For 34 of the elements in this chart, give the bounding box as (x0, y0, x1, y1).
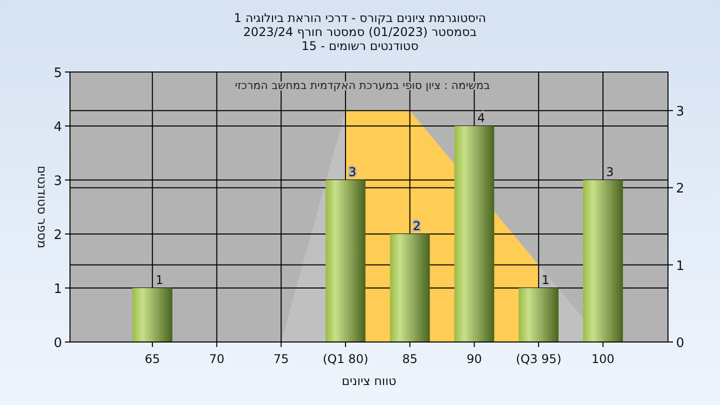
bar (518, 288, 559, 342)
data-label: 2 (413, 219, 421, 233)
y-tick-label: 0 (54, 336, 62, 351)
bar (583, 180, 623, 342)
data-label: 1 (542, 273, 550, 287)
x-tick-label: (Q1 80) (322, 352, 368, 366)
x-tick-label: 85 (402, 352, 418, 366)
y-tick-label: 4 (54, 120, 62, 135)
y2-tick-label: 3 (676, 104, 684, 120)
bar (454, 126, 494, 342)
chart-subtitle: בסמסטר (01/2023) סמסטר חורף 2023/24 סטודנטים רשומים - 15 (243, 25, 477, 53)
bar (132, 288, 172, 342)
y-axis-title: מספר סטודנטים (35, 166, 49, 248)
x-tick-label: 65 (144, 352, 160, 366)
y-tick-label: 3 (54, 174, 62, 189)
y2-tick-label: 0 (676, 336, 684, 351)
bar (326, 180, 366, 342)
data-label: 4 (477, 111, 486, 125)
x-tick-label: (Q3 95) (516, 352, 562, 366)
data-label: 3 (348, 165, 356, 179)
y2-tick-label: 2 (676, 182, 684, 197)
x-axis-title: טווח ציונים (342, 374, 396, 388)
data-label: 3 (606, 165, 614, 179)
y-tick-label: 5 (54, 66, 62, 81)
x-tick-label: 70 (209, 352, 224, 366)
x-tick-label: 100 (592, 352, 614, 366)
x-tick-label: 90 (466, 352, 482, 366)
chart-title: היסטוגרמת ציונים בקורס - דרכי הוראת ביולוגיה 1 (234, 11, 486, 25)
x-tick-label: 75 (273, 352, 289, 366)
y2-tick-label: 1 (676, 258, 684, 274)
bar (390, 234, 430, 342)
data-label: 1 (156, 273, 164, 287)
y-tick-label: 2 (54, 228, 62, 243)
y-tick-label: 1 (54, 282, 62, 297)
